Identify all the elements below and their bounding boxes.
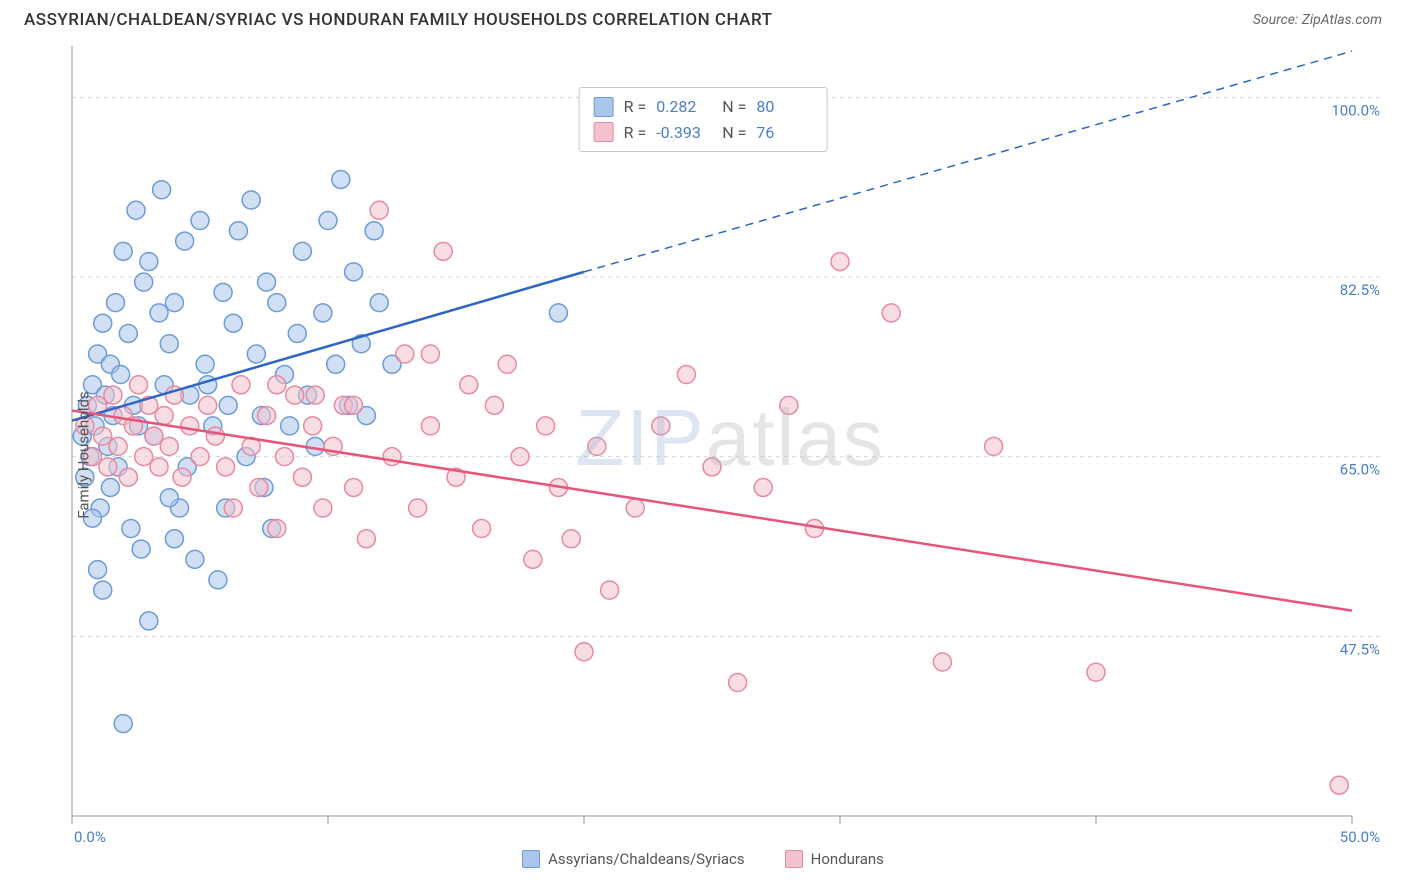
svg-text:47.5%: 47.5%: [1340, 640, 1380, 658]
svg-text:82.5%: 82.5%: [1340, 281, 1380, 299]
y-axis-label: Family Households: [75, 391, 93, 518]
stats-r-val-2: -0.393: [656, 120, 712, 146]
legend-label-series-1: Assyrians/Chaldeans/Syriacs: [548, 850, 745, 868]
svg-text:100.0%: 100.0%: [1331, 101, 1380, 119]
svg-text:65.0%: 65.0%: [1340, 461, 1380, 479]
svg-text:0.0%: 0.0%: [74, 828, 106, 846]
legend-label-series-2: Hondurans: [811, 850, 884, 868]
legend-item-series-1: Assyrians/Chaldeans/Syriacs: [522, 850, 745, 868]
stats-r-label: R =: [624, 94, 647, 120]
legend-swatch-series-2: [785, 850, 803, 868]
chart-container: Family Households 47.5% 65.0% 82.5% 100.0% 0…: [24, 42, 1382, 868]
source-attribution: Source: ZipAtlas.com: [1253, 12, 1382, 28]
stats-r-label: R =: [624, 120, 647, 146]
stats-r-val-1: 0.282: [656, 94, 712, 120]
chart-title: ASSYRIAN/CHALDEAN/SYRIAC VS HONDURAN FAM…: [24, 10, 772, 30]
stats-row-series-2: R = -0.393 N = 76: [594, 120, 813, 146]
scatter-chart: 47.5% 65.0% 82.5% 100.0% 0.0% 50.0%: [24, 42, 1382, 868]
stats-swatch-series-1: [594, 97, 614, 117]
legend-bottom: Assyrians/Chaldeans/Syriacs Hondurans: [24, 850, 1382, 868]
stats-row-series-1: R = 0.282 N = 80: [594, 94, 813, 120]
svg-text:50.0%: 50.0%: [1340, 828, 1380, 846]
stats-n-label: N =: [722, 120, 746, 146]
legend-item-series-2: Hondurans: [785, 850, 884, 868]
stats-n-val-2: 76: [756, 120, 812, 146]
legend-swatch-series-1: [522, 850, 540, 868]
chart-header: ASSYRIAN/CHALDEAN/SYRIAC VS HONDURAN FAM…: [0, 0, 1406, 36]
stats-n-val-1: 80: [756, 94, 812, 120]
stats-legend-box: R = 0.282 N = 80 R = -0.393 N = 76: [579, 87, 828, 152]
source-prefix: Source:: [1253, 12, 1302, 28]
source-name: ZipAtlas.com: [1302, 12, 1382, 28]
stats-swatch-series-2: [594, 122, 614, 142]
stats-n-label: N =: [722, 94, 746, 120]
